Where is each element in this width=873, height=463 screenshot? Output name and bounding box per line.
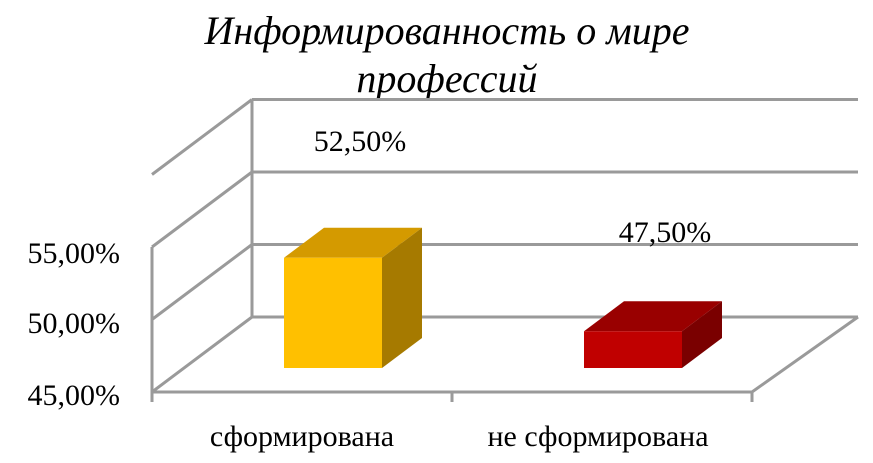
bar: [584, 301, 722, 368]
y-tick-label: 45,00%: [28, 379, 121, 412]
gridline-depth: [151, 170, 253, 249]
y-tick-label: 50,00%: [28, 307, 121, 340]
bar-front: [584, 331, 682, 368]
floor-right-edge: [751, 315, 859, 394]
grid: [150, 98, 859, 402]
data-label: 52,50%: [314, 125, 407, 158]
gridline-depth: [151, 98, 253, 176]
bar-top: [284, 227, 422, 258]
bar: [284, 227, 422, 368]
gridline-depth: [151, 243, 253, 321]
bar-side: [682, 301, 722, 368]
bar-top: [584, 301, 722, 332]
bar-side: [382, 227, 422, 368]
x-category-label: не сформирована: [487, 420, 708, 453]
data-label: 47,50%: [619, 216, 712, 249]
bars: [284, 227, 722, 368]
chart-title-line-2: профессий: [356, 56, 537, 101]
bar-front: [284, 257, 382, 368]
y-tick-label: 55,00%: [28, 237, 121, 270]
x-category-label: сформирована: [210, 420, 394, 453]
chart-title-line-1: Информированность о мире: [203, 8, 689, 53]
gridline-depth: [151, 315, 253, 394]
